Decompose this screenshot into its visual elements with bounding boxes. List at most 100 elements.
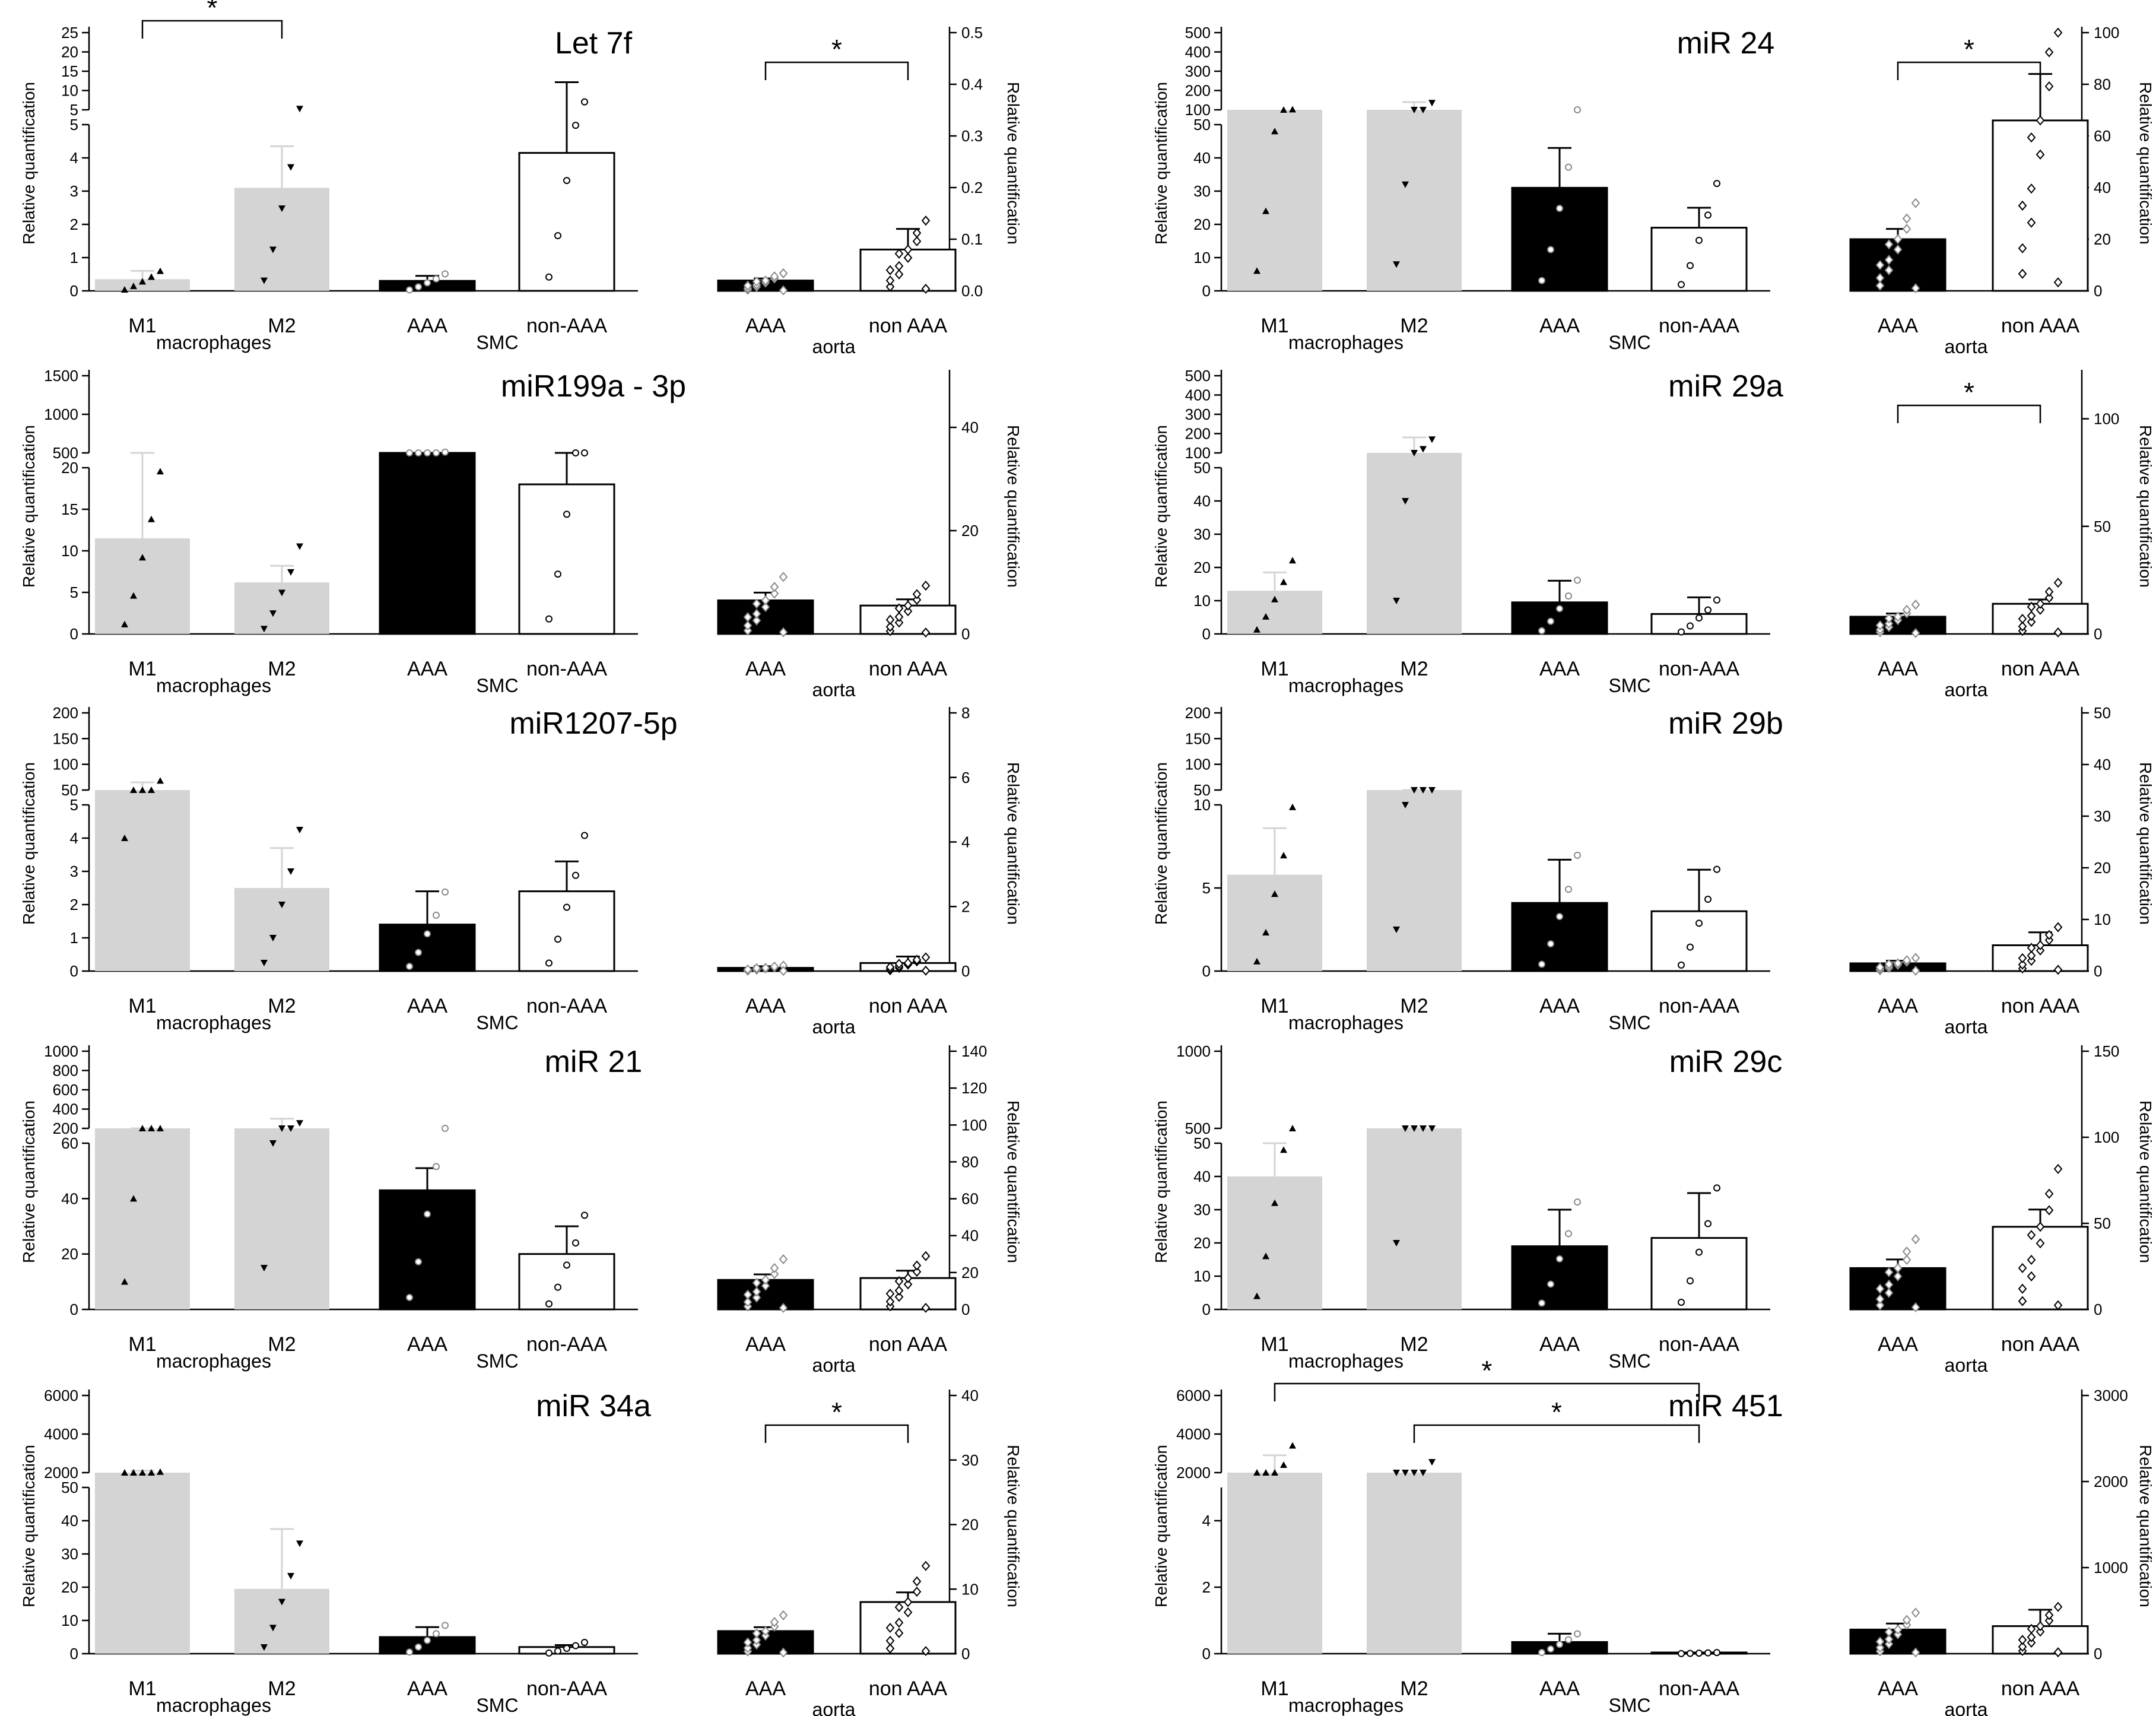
data-point (1280, 578, 1287, 585)
bar (1650, 1237, 1748, 1311)
data-point (415, 449, 422, 456)
x-tick-label: non-AAA (526, 658, 607, 680)
x-tick-label: AAA (407, 658, 447, 680)
data-point (903, 1597, 913, 1607)
data-point (1574, 1198, 1581, 1206)
data-point (296, 1540, 303, 1547)
data-point (261, 1644, 268, 1651)
data-point (903, 252, 913, 263)
y-tick-label: 200 (1185, 704, 1211, 722)
data-point (1253, 1292, 1260, 1299)
y-right-axis-label: Relative quantification (1004, 762, 1023, 925)
data-point (442, 270, 449, 278)
chart-title: miR199a - 3p (501, 369, 686, 404)
data-point (1884, 618, 1894, 629)
y-tick-label: 300 (1185, 405, 1211, 423)
x-tick-label: M1 (1260, 995, 1288, 1017)
group-label-macrophages: macrophages (156, 1012, 271, 1033)
y-tick-label: 0 (1202, 962, 1211, 980)
data-point (1538, 1299, 1545, 1307)
y-axis-label: Relative quantification (20, 762, 38, 925)
data-point (921, 627, 931, 638)
data-point (1875, 1642, 1885, 1653)
y-right-tick-label: 0 (961, 1645, 970, 1663)
y-tick-label: 200 (1185, 425, 1211, 443)
data-point (1893, 1271, 1903, 1282)
data-point (424, 449, 431, 456)
data-point (921, 581, 931, 591)
significance-marker: * (831, 1397, 842, 1428)
data-point (2053, 922, 2063, 932)
group-label-macrophages: macrophages (1288, 1350, 1404, 1372)
y-right-tick-label: 140 (961, 1042, 987, 1060)
data-point (287, 569, 294, 576)
data-point (752, 1292, 761, 1303)
data-point (779, 1647, 788, 1658)
group-label-aorta: aorta (1945, 336, 1988, 357)
x-tick-label: non AAA (869, 315, 948, 337)
y-tick-label: 2000 (1176, 1464, 1211, 1482)
y-right-tick-label: 4 (961, 833, 970, 851)
data-point (1695, 236, 1703, 244)
data-point (545, 273, 553, 281)
data-point (885, 1643, 895, 1654)
data-point (1875, 1283, 1885, 1294)
y-right-tick-label: 40 (2094, 756, 2111, 773)
data-point (287, 1125, 294, 1132)
y-tick-label: 15 (61, 62, 78, 80)
chart-title: miR 451 (1668, 1389, 1783, 1423)
y-right-tick-label: 6 (961, 769, 970, 786)
data-point (903, 244, 913, 255)
y-tick-label: 3 (70, 182, 78, 200)
group-label-aorta: aorta (1945, 679, 1988, 700)
data-point (1253, 626, 1260, 633)
x-tick-label: non-AAA (1659, 658, 1739, 680)
data-point (572, 1642, 579, 1650)
x-tick-label: M1 (1260, 1333, 1288, 1356)
data-point (2027, 1637, 2036, 1648)
bar (1227, 1473, 1322, 1654)
data-point (581, 449, 588, 456)
data-point (1393, 261, 1400, 268)
bar (1511, 186, 1608, 292)
y-tick-label: 2 (70, 896, 78, 913)
x-tick-label: non AAA (869, 1677, 948, 1700)
data-point (761, 963, 770, 973)
data-point (287, 868, 294, 875)
data-point (278, 589, 285, 597)
x-tick-label: M1 (1260, 658, 1288, 680)
data-point (1893, 244, 1903, 255)
y-tick-label: 20 (61, 1245, 78, 1263)
bar (1367, 453, 1462, 634)
data-point (1574, 106, 1581, 113)
data-point (1911, 1234, 1920, 1245)
y-right-tick-label: 50 (2094, 518, 2111, 535)
data-point (1893, 234, 1903, 245)
data-point (261, 626, 268, 633)
data-point (2036, 604, 2045, 615)
data-point (406, 449, 413, 456)
data-point (442, 888, 449, 896)
y-axis-label: Relative quantification (20, 82, 38, 245)
data-point (770, 1268, 779, 1279)
data-point (563, 1645, 570, 1652)
y-tick-label: 0 (1202, 282, 1211, 300)
y-right-tick-label: 0.2 (961, 179, 983, 196)
data-point (1875, 1636, 1885, 1647)
data-point (1411, 1470, 1418, 1476)
bar (379, 452, 476, 635)
data-point (894, 1292, 904, 1302)
data-point (1884, 1279, 1894, 1290)
group-label-aorta: aorta (812, 336, 856, 357)
data-point (433, 1630, 440, 1638)
y-tick-label: 150 (1185, 729, 1211, 747)
x-tick-label: M2 (1400, 1333, 1428, 1356)
data-point (1695, 1650, 1703, 1657)
data-point (406, 1293, 413, 1301)
data-point (921, 215, 931, 226)
data-point (148, 1125, 155, 1131)
y-right-tick-label: 150 (2094, 1042, 2119, 1060)
y-tick-label: 500 (1185, 367, 1211, 385)
y-right-tick-label: 60 (2094, 127, 2111, 145)
y-right-tick-label: 20 (2094, 230, 2111, 248)
